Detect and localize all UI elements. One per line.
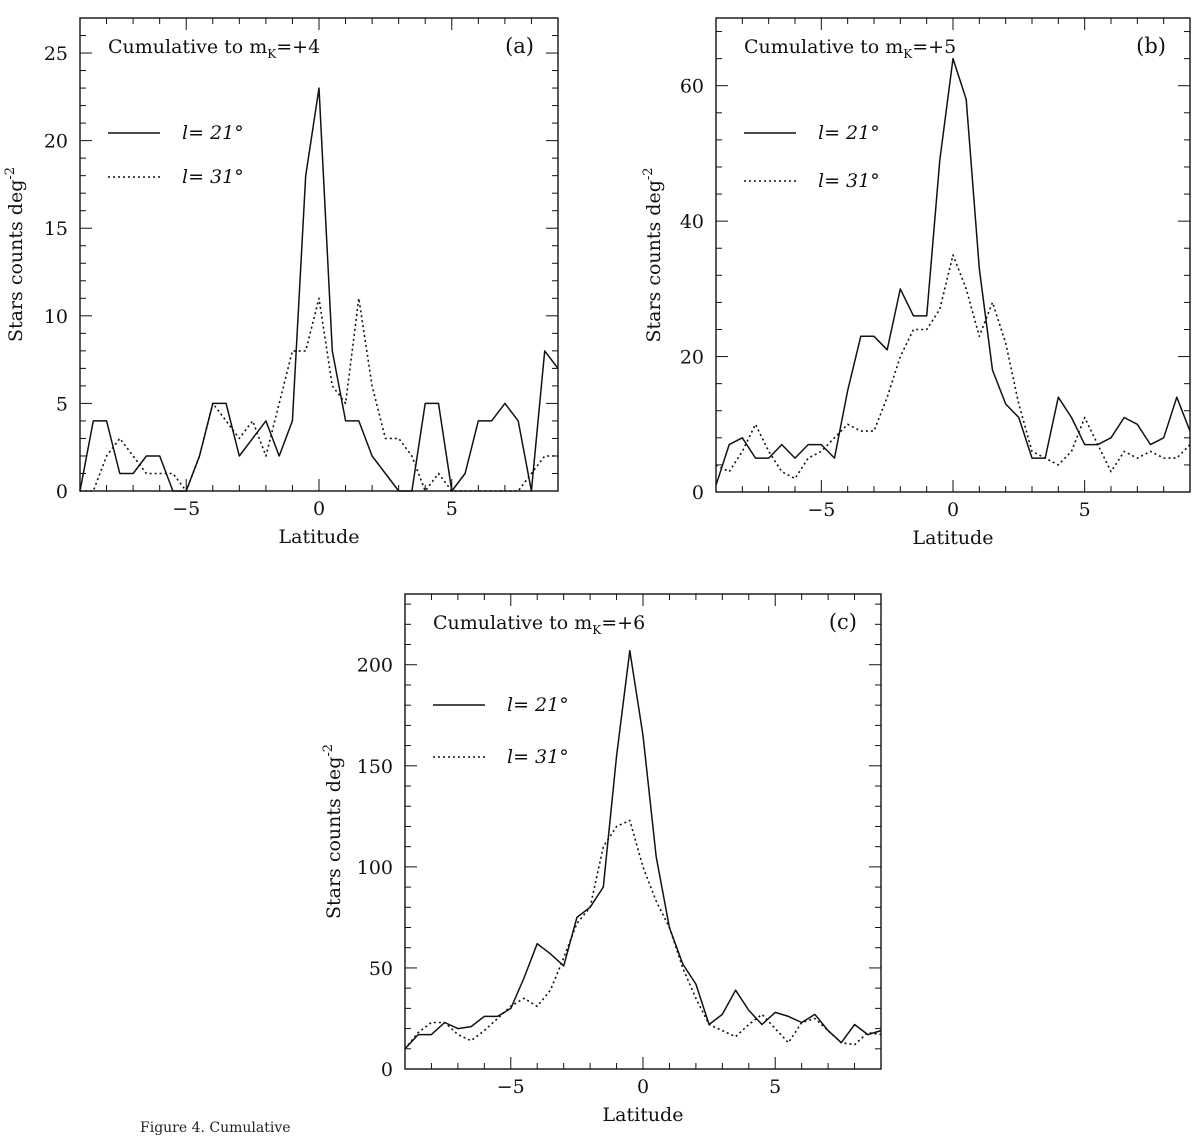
x-tick-label: 5 [769, 1076, 781, 1098]
y-axis-label-superscript: -2 [321, 744, 336, 757]
x-axis-label: Latitude [603, 1104, 684, 1126]
panel-title-text: Cumulative to m [433, 612, 592, 634]
y-tick-label: 0 [56, 481, 68, 503]
legend-label: l= 21° [818, 122, 880, 144]
y-tick-label: 5 [56, 393, 68, 415]
x-axis-label: Latitude [913, 527, 994, 549]
panel-title-subscript: K [592, 623, 602, 637]
plot-frame [404, 593, 882, 1070]
panel-title-suffix: =+5 [912, 36, 956, 58]
y-tick-label: 20 [680, 347, 704, 369]
y-tick-label: 50 [369, 958, 393, 980]
legend-label: l= 31° [818, 170, 880, 192]
y-axis-label: Stars counts deg-2 [321, 744, 345, 919]
y-axis-label-superscript: -2 [3, 167, 18, 180]
panel-title-suffix: =+4 [276, 36, 320, 58]
y-tick-label: 150 [357, 756, 393, 778]
panel-label: (a) [505, 34, 534, 58]
y-axis-label: Stars counts deg-2 [3, 167, 27, 342]
series-line-l31 [404, 819, 882, 1050]
y-tick-label: 10 [44, 306, 68, 328]
y-tick-label: 15 [44, 218, 68, 240]
y-tick-label: 100 [357, 857, 393, 879]
series-line-l31 [715, 254, 1191, 480]
y-tick-label: 25 [44, 43, 68, 65]
x-axis-label: Latitude [279, 526, 360, 548]
series-line-l31 [80, 297, 558, 492]
y-axis-label: Stars counts deg-2 [641, 167, 665, 342]
panel-title: Cumulative to mK=+6 [433, 612, 645, 637]
legend-label: l= 21° [507, 694, 569, 716]
x-tick-label: 5 [446, 498, 458, 520]
panel-a: −5 0 5 0 5 10 15 20 25 Latitude Stars counts deg-2… [3, 17, 559, 548]
panel-title: Cumulative to mK=+5 [744, 36, 956, 61]
panel-title-suffix: =+6 [601, 612, 645, 634]
y-tick-label: 60 [680, 76, 704, 98]
panel-label: (c) [829, 610, 857, 634]
panel-title-text: Cumulative to m [744, 36, 903, 58]
series-line-l21 [404, 649, 882, 1050]
panel-title-subscript: K [267, 47, 277, 61]
figure-caption: Figure 4. Cumulative [140, 1120, 291, 1136]
x-tick-label: 0 [637, 1076, 649, 1098]
x-tick-label: −5 [497, 1076, 525, 1098]
y-tick-label: 40 [680, 211, 704, 233]
y-axis-label-superscript: -2 [641, 167, 656, 180]
y-tick-label: 200 [357, 655, 393, 677]
y-tick-label: 0 [381, 1059, 393, 1081]
legend-label: l= 31° [507, 746, 569, 768]
y-tick-label: 0 [692, 482, 704, 504]
x-tick-label: 0 [947, 499, 959, 521]
panel-title-subscript: K [903, 47, 913, 61]
panel-title: Cumulative to mK=+4 [108, 36, 320, 61]
y-tick-label: 20 [44, 131, 68, 153]
x-tick-label: −5 [172, 498, 200, 520]
panel-b: −5 0 5 0 20 40 60 Latitude Stars counts deg-2 Cum… [641, 17, 1191, 549]
panel-title-text: Cumulative to m [108, 36, 267, 58]
x-tick-label: 5 [1079, 499, 1091, 521]
x-tick-label: 0 [313, 498, 325, 520]
x-tick-label: −5 [807, 499, 835, 521]
legend-label: l= 31° [182, 166, 244, 188]
panel-label: (b) [1136, 34, 1166, 58]
series-line-l21 [715, 57, 1191, 486]
series-line-l21 [79, 87, 559, 492]
legend-label: l= 21° [182, 122, 244, 144]
